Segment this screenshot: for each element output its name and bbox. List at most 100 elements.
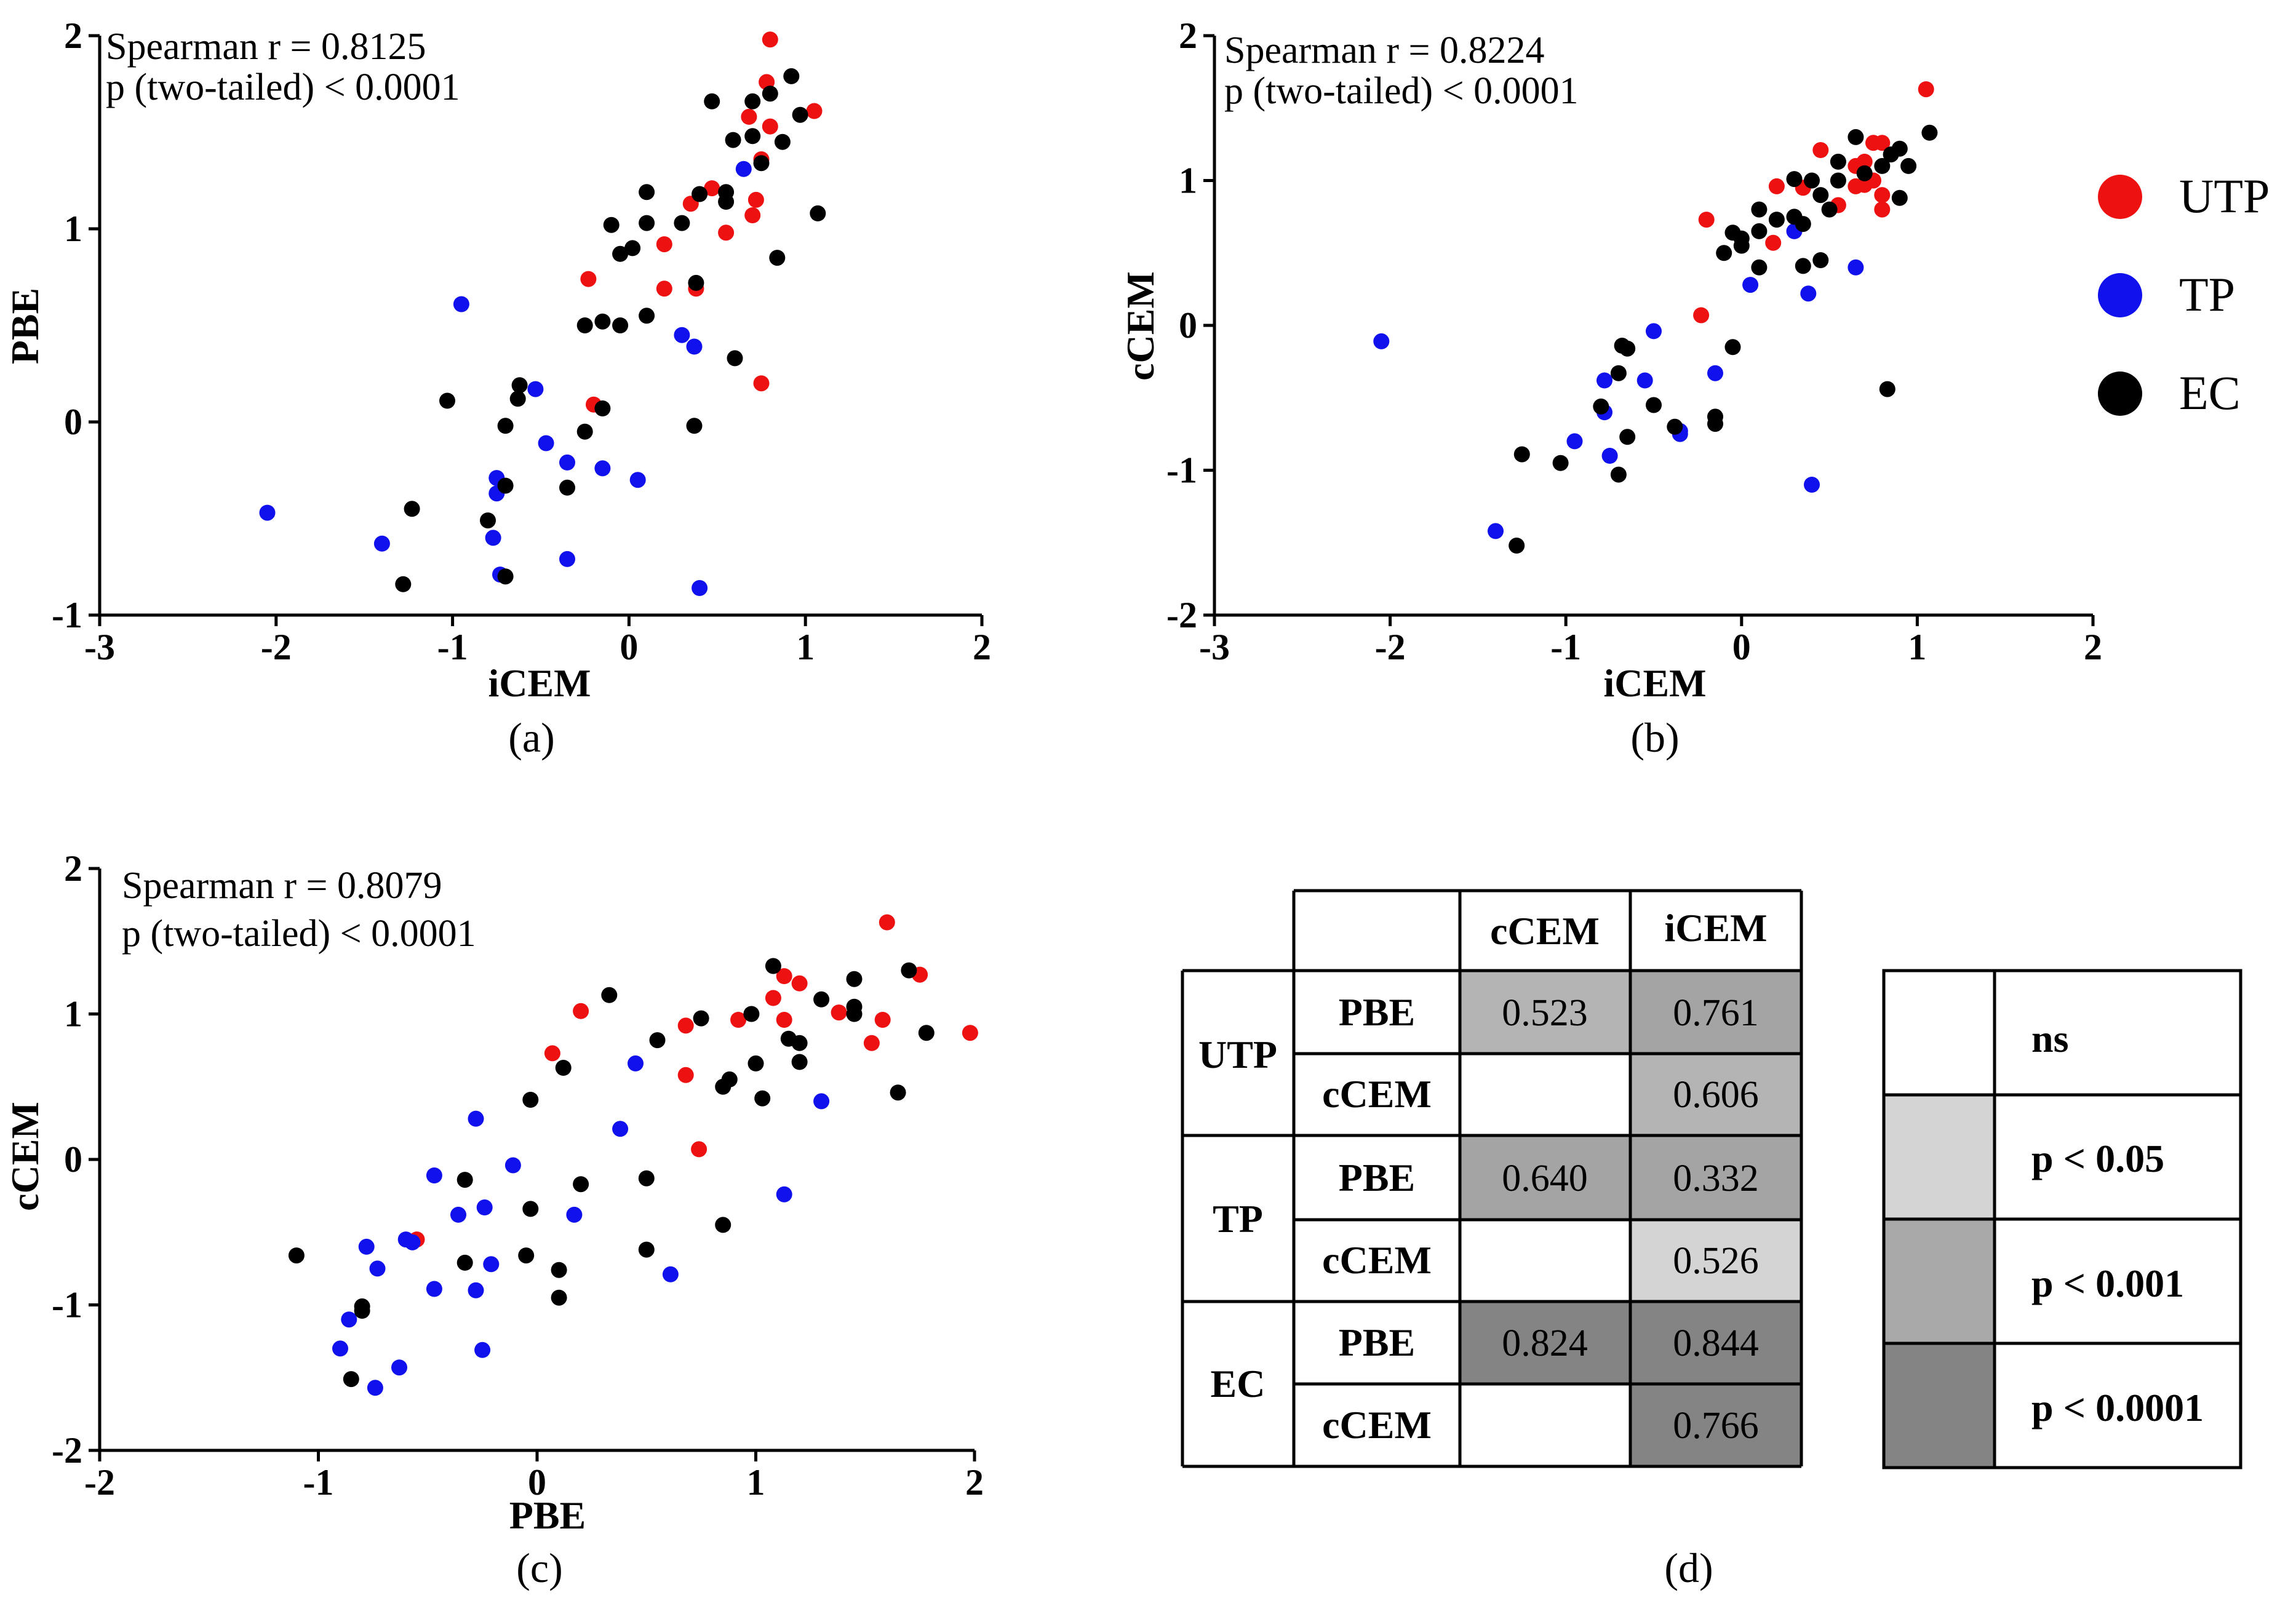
sig-legend-grid: [1882, 969, 2242, 1469]
x-tick-label: -2: [84, 1462, 115, 1503]
point-utp: [776, 968, 792, 984]
point-utp: [677, 1017, 694, 1034]
x-tick-label: 0: [620, 627, 638, 667]
point-tp: [453, 296, 469, 312]
row-label-ec-pbe: PBE: [1339, 1321, 1415, 1364]
sig-swatch-p00001: [1884, 1343, 1995, 1468]
x-axis-label: iCEM: [488, 661, 591, 705]
point-tp: [1848, 259, 1864, 276]
y-tick-label: -1: [52, 1285, 82, 1326]
row-label-tp-pbe: PBE: [1339, 1156, 1415, 1199]
point-ec: [509, 391, 526, 407]
point-tp: [1373, 333, 1390, 349]
sig-swatch-p005: [1884, 1095, 1995, 1219]
sig-label-p005: p < 0.05: [2031, 1137, 2164, 1180]
point-ec: [769, 250, 786, 266]
annotation-line-2: p (two-tailed) < 0.0001: [122, 913, 476, 955]
cell-ec-ccem-ccem: [1460, 1384, 1630, 1466]
point-ec: [791, 1035, 808, 1051]
point-tp: [373, 535, 390, 552]
point-ec: [1751, 223, 1768, 239]
point-tp: [1596, 372, 1612, 389]
point-ec: [810, 205, 826, 221]
point-utp: [1765, 234, 1782, 251]
point-ec: [1830, 153, 1846, 170]
panel-label: (a): [508, 714, 554, 761]
point-utp: [1693, 307, 1710, 324]
point-ec: [774, 133, 791, 150]
sig-label-p0001: p < 0.001: [2031, 1262, 2184, 1305]
point-ec: [686, 418, 703, 434]
point-ec: [1610, 365, 1627, 381]
point-tp: [538, 435, 554, 451]
y-tick-label: 1: [1179, 161, 1197, 201]
point-tp: [612, 1121, 629, 1137]
col-header-ccem: cCEM: [1490, 909, 1600, 953]
point-tp: [474, 1342, 491, 1358]
point-ec: [846, 1006, 863, 1022]
x-tick-label: 1: [1908, 627, 1926, 667]
point-ec: [718, 194, 735, 210]
point-ec: [1900, 157, 1917, 174]
point-tp: [426, 1167, 442, 1183]
point-tp: [1601, 448, 1618, 464]
annotation-line-1: Spearman r = 0.8224: [1224, 30, 1545, 71]
point-utp: [704, 180, 720, 197]
point-utp: [580, 271, 597, 287]
point-tp: [391, 1359, 407, 1376]
point-ec: [765, 958, 781, 974]
point-ec: [918, 1025, 935, 1041]
point-ec: [1786, 171, 1803, 188]
panel-label: (c): [516, 1544, 562, 1591]
point-ec: [638, 1241, 655, 1258]
row-label-utp-ccem: cCEM: [1322, 1072, 1432, 1116]
point-tp: [692, 580, 708, 596]
legend-label-tp: TP: [2179, 268, 2235, 321]
point-tp: [426, 1281, 442, 1297]
point-ec: [1513, 446, 1530, 463]
y-axis-label: cCEM: [1118, 271, 1162, 381]
point-ec: [1812, 252, 1829, 268]
value-ec-pbe-icem: 0.844: [1673, 1322, 1759, 1364]
point-ec: [603, 217, 620, 233]
x-tick-label: -2: [1375, 627, 1406, 667]
point-tp: [735, 161, 752, 177]
x-tick-label: 0: [528, 1462, 546, 1503]
point-utp: [831, 1004, 847, 1021]
point-ec: [1667, 418, 1683, 435]
y-tick-label: 2: [64, 15, 82, 56]
x-tick-label: 0: [1732, 627, 1751, 667]
value-utp-ccem-icem: 0.606: [1673, 1074, 1759, 1116]
annotation-line-2: p (two-tailed) < 0.0001: [1224, 70, 1579, 112]
group-label-utp: UTP: [1198, 1033, 1277, 1076]
point-tp: [662, 1266, 679, 1282]
point-tp: [369, 1260, 386, 1277]
point-ec: [612, 245, 629, 262]
point-ec: [439, 392, 455, 409]
point-ec: [1751, 201, 1768, 218]
point-ec: [1593, 398, 1609, 415]
point-ec: [1724, 339, 1741, 356]
point-ec: [1724, 225, 1741, 241]
point-ec: [1879, 381, 1895, 397]
point-ec: [743, 1006, 760, 1022]
y-tick-label: -1: [1166, 450, 1197, 491]
point-tp: [594, 460, 611, 477]
point-ec: [480, 512, 496, 529]
value-tp-ccem-icem: 0.526: [1673, 1240, 1759, 1282]
point-ec: [1733, 237, 1750, 254]
point-ec: [1795, 258, 1811, 274]
y-axis-label: cCEM: [3, 1102, 47, 1211]
point-ec: [343, 1371, 359, 1388]
point-utp: [730, 1012, 747, 1028]
point-ec: [901, 962, 917, 979]
point-utp: [718, 225, 735, 241]
point-ec: [704, 93, 720, 109]
legend-label-ec: EC: [2179, 366, 2241, 419]
point-utp: [656, 236, 672, 253]
point-utp: [1865, 135, 1881, 151]
y-tick-label: -2: [1166, 595, 1197, 635]
cell-utp-pbe-icem: [1630, 971, 1801, 1054]
point-utp: [874, 1012, 891, 1028]
